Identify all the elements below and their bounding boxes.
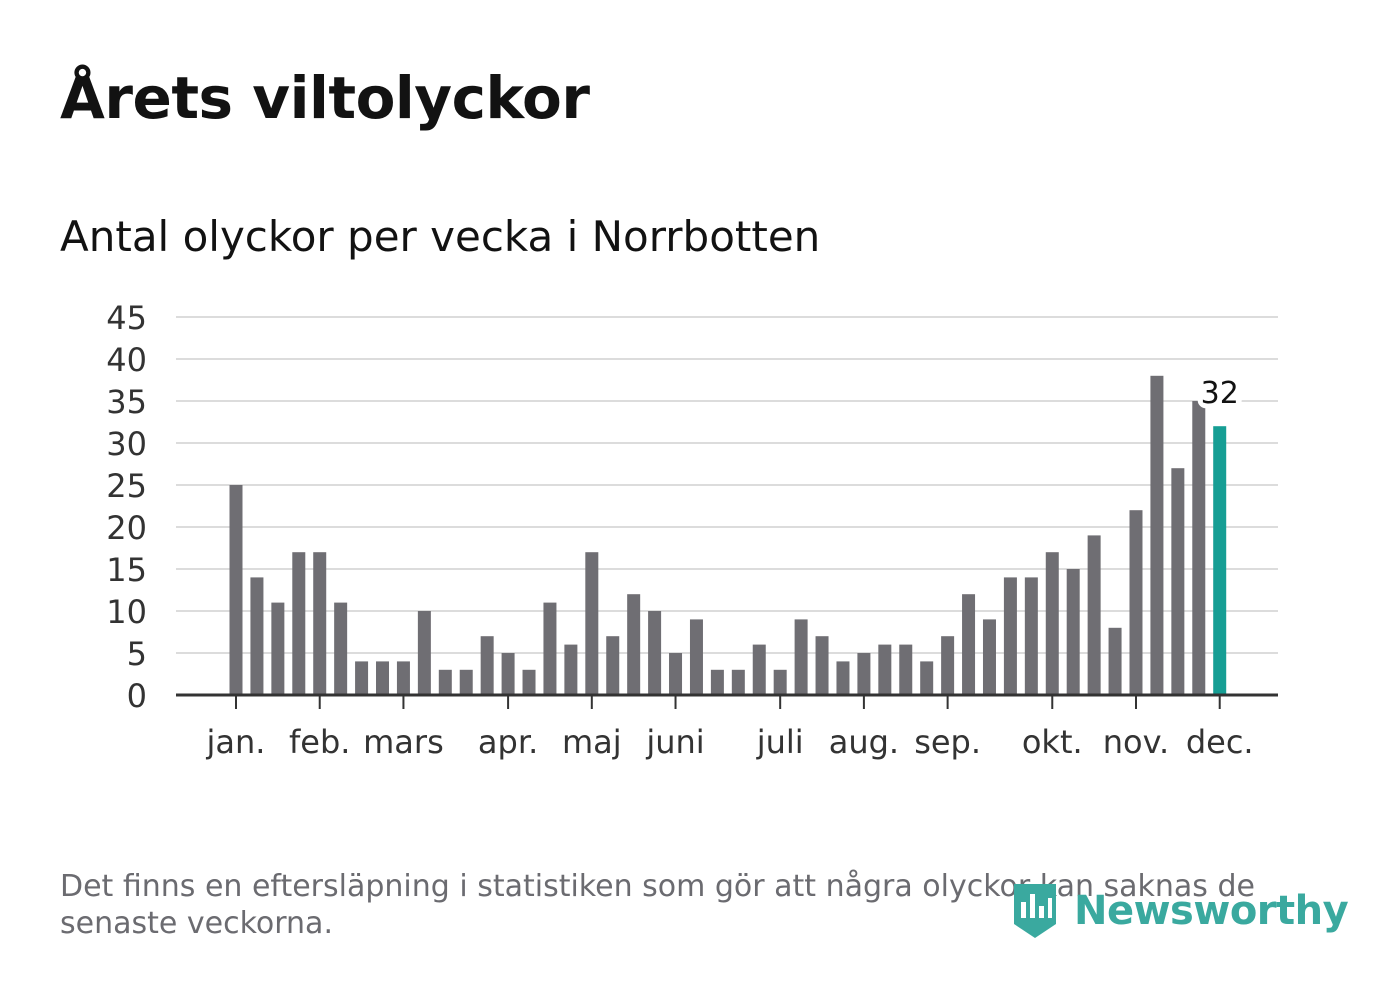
- bar: [229, 485, 243, 695]
- bar: [1171, 468, 1185, 695]
- bar: [313, 552, 327, 695]
- bar: [1066, 569, 1080, 695]
- bar: [731, 669, 745, 695]
- x-tick-label: nov.: [1103, 723, 1169, 761]
- brand-name: Newsworthy: [1074, 888, 1349, 934]
- bar: [648, 611, 662, 695]
- chart-subtitle: Antal olyckor per vecka i Norrbotten: [60, 212, 821, 261]
- data-labels: 32: [1197, 374, 1242, 411]
- bar: [1150, 375, 1164, 695]
- bar: [857, 653, 871, 695]
- bar: [501, 653, 515, 695]
- bar: [794, 619, 808, 695]
- bar: [773, 669, 787, 695]
- data-label-highlight: 32: [1201, 376, 1239, 411]
- bar: [941, 636, 955, 695]
- bar: [815, 636, 829, 695]
- y-tick-label: 0: [127, 677, 147, 715]
- bar: [1108, 627, 1122, 695]
- x-tick-label: okt.: [1022, 723, 1083, 761]
- bar: [899, 644, 913, 695]
- bar: [438, 669, 452, 695]
- y-tick-label: 35: [106, 383, 147, 421]
- bar: [669, 653, 683, 695]
- x-tick-label: sep.: [914, 723, 981, 761]
- bar: [1087, 535, 1101, 695]
- bars: [229, 375, 1227, 695]
- bar: [627, 594, 641, 695]
- bar-highlight: [1213, 426, 1227, 695]
- bar: [271, 602, 285, 695]
- chart-title: Årets viltolyckor: [60, 64, 590, 132]
- x-tick-label: mars: [363, 723, 444, 761]
- bar: [522, 669, 536, 695]
- bar: [292, 552, 306, 695]
- bar: [878, 644, 892, 695]
- y-tick-label: 20: [106, 509, 147, 547]
- bar: [543, 602, 557, 695]
- y-tick-label: 40: [106, 341, 147, 379]
- bar: [1129, 510, 1143, 695]
- bar: [334, 602, 348, 695]
- bar: [689, 619, 703, 695]
- bar: [564, 644, 578, 695]
- x-tick-label: jan.: [206, 723, 266, 761]
- y-axis-ticks: 0 5 10 15 20 25 30 35 40 45: [106, 299, 147, 715]
- y-tick-label: 25: [106, 467, 147, 505]
- x-tick-label: feb.: [289, 723, 350, 761]
- x-axis-ticks: jan. feb. mars apr. maj juni juli aug. sep. okt. n…: [206, 695, 1254, 761]
- bar: [585, 552, 599, 695]
- y-tick-label: 30: [106, 425, 147, 463]
- x-tick-label: aug.: [829, 723, 899, 761]
- newsworthy-logo-icon: [1014, 884, 1056, 938]
- bar: [1024, 577, 1038, 695]
- gridlines: [176, 316, 1278, 654]
- bar: [250, 577, 264, 695]
- brand-logo: Newsworthy: [1010, 880, 1349, 942]
- bar: [376, 661, 390, 695]
- x-tick-label: dec.: [1186, 723, 1254, 761]
- bar: [962, 594, 976, 695]
- x-tick-label: juli: [756, 723, 804, 761]
- bar: [417, 611, 431, 695]
- bar: [396, 661, 410, 695]
- bar: [606, 636, 620, 695]
- y-tick-label: 5: [127, 635, 147, 673]
- bar: [710, 669, 724, 695]
- x-tick-label: maj: [562, 723, 622, 761]
- data-label-background: [1197, 374, 1242, 409]
- bar: [480, 636, 494, 695]
- x-tick-label: juni: [645, 723, 704, 761]
- bar: [1192, 401, 1206, 695]
- bar: [920, 661, 934, 695]
- x-tick-label: apr.: [478, 723, 538, 761]
- y-tick-label: 10: [106, 593, 147, 631]
- bar: [1003, 577, 1017, 695]
- bar: [459, 669, 473, 695]
- bar: [982, 619, 996, 695]
- bar: [355, 661, 369, 695]
- bar: [752, 644, 766, 695]
- y-tick-label: 45: [106, 299, 147, 337]
- bar: [1045, 552, 1059, 695]
- bar: [836, 661, 850, 695]
- y-tick-label: 15: [106, 551, 147, 589]
